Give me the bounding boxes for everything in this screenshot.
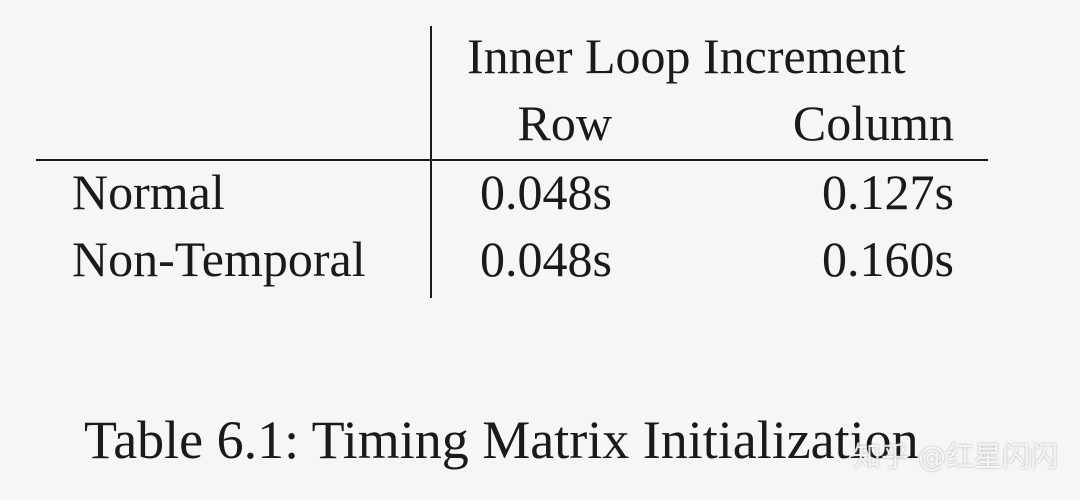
row-label-normal: Normal (72, 164, 225, 220)
table-header-rule (36, 159, 988, 161)
group-header: Inner Loop Increment (467, 28, 906, 84)
cell-non-temporal-row: 0.048s (480, 231, 612, 287)
watermark: 知乎 @红星闪闪 (853, 440, 1058, 473)
table-caption: Table 6.1: Timing Matrix Initialization (84, 410, 919, 470)
cell-non-temporal-column: 0.160s (822, 231, 954, 287)
table-vertical-rule (430, 26, 432, 298)
cell-normal-row: 0.048s (480, 164, 612, 220)
column-header-column: Column (792, 95, 954, 151)
column-header-row: Row (517, 95, 612, 151)
cell-normal-column: 0.127s (822, 164, 954, 220)
row-label-non-temporal: Non-Temporal (72, 231, 366, 287)
